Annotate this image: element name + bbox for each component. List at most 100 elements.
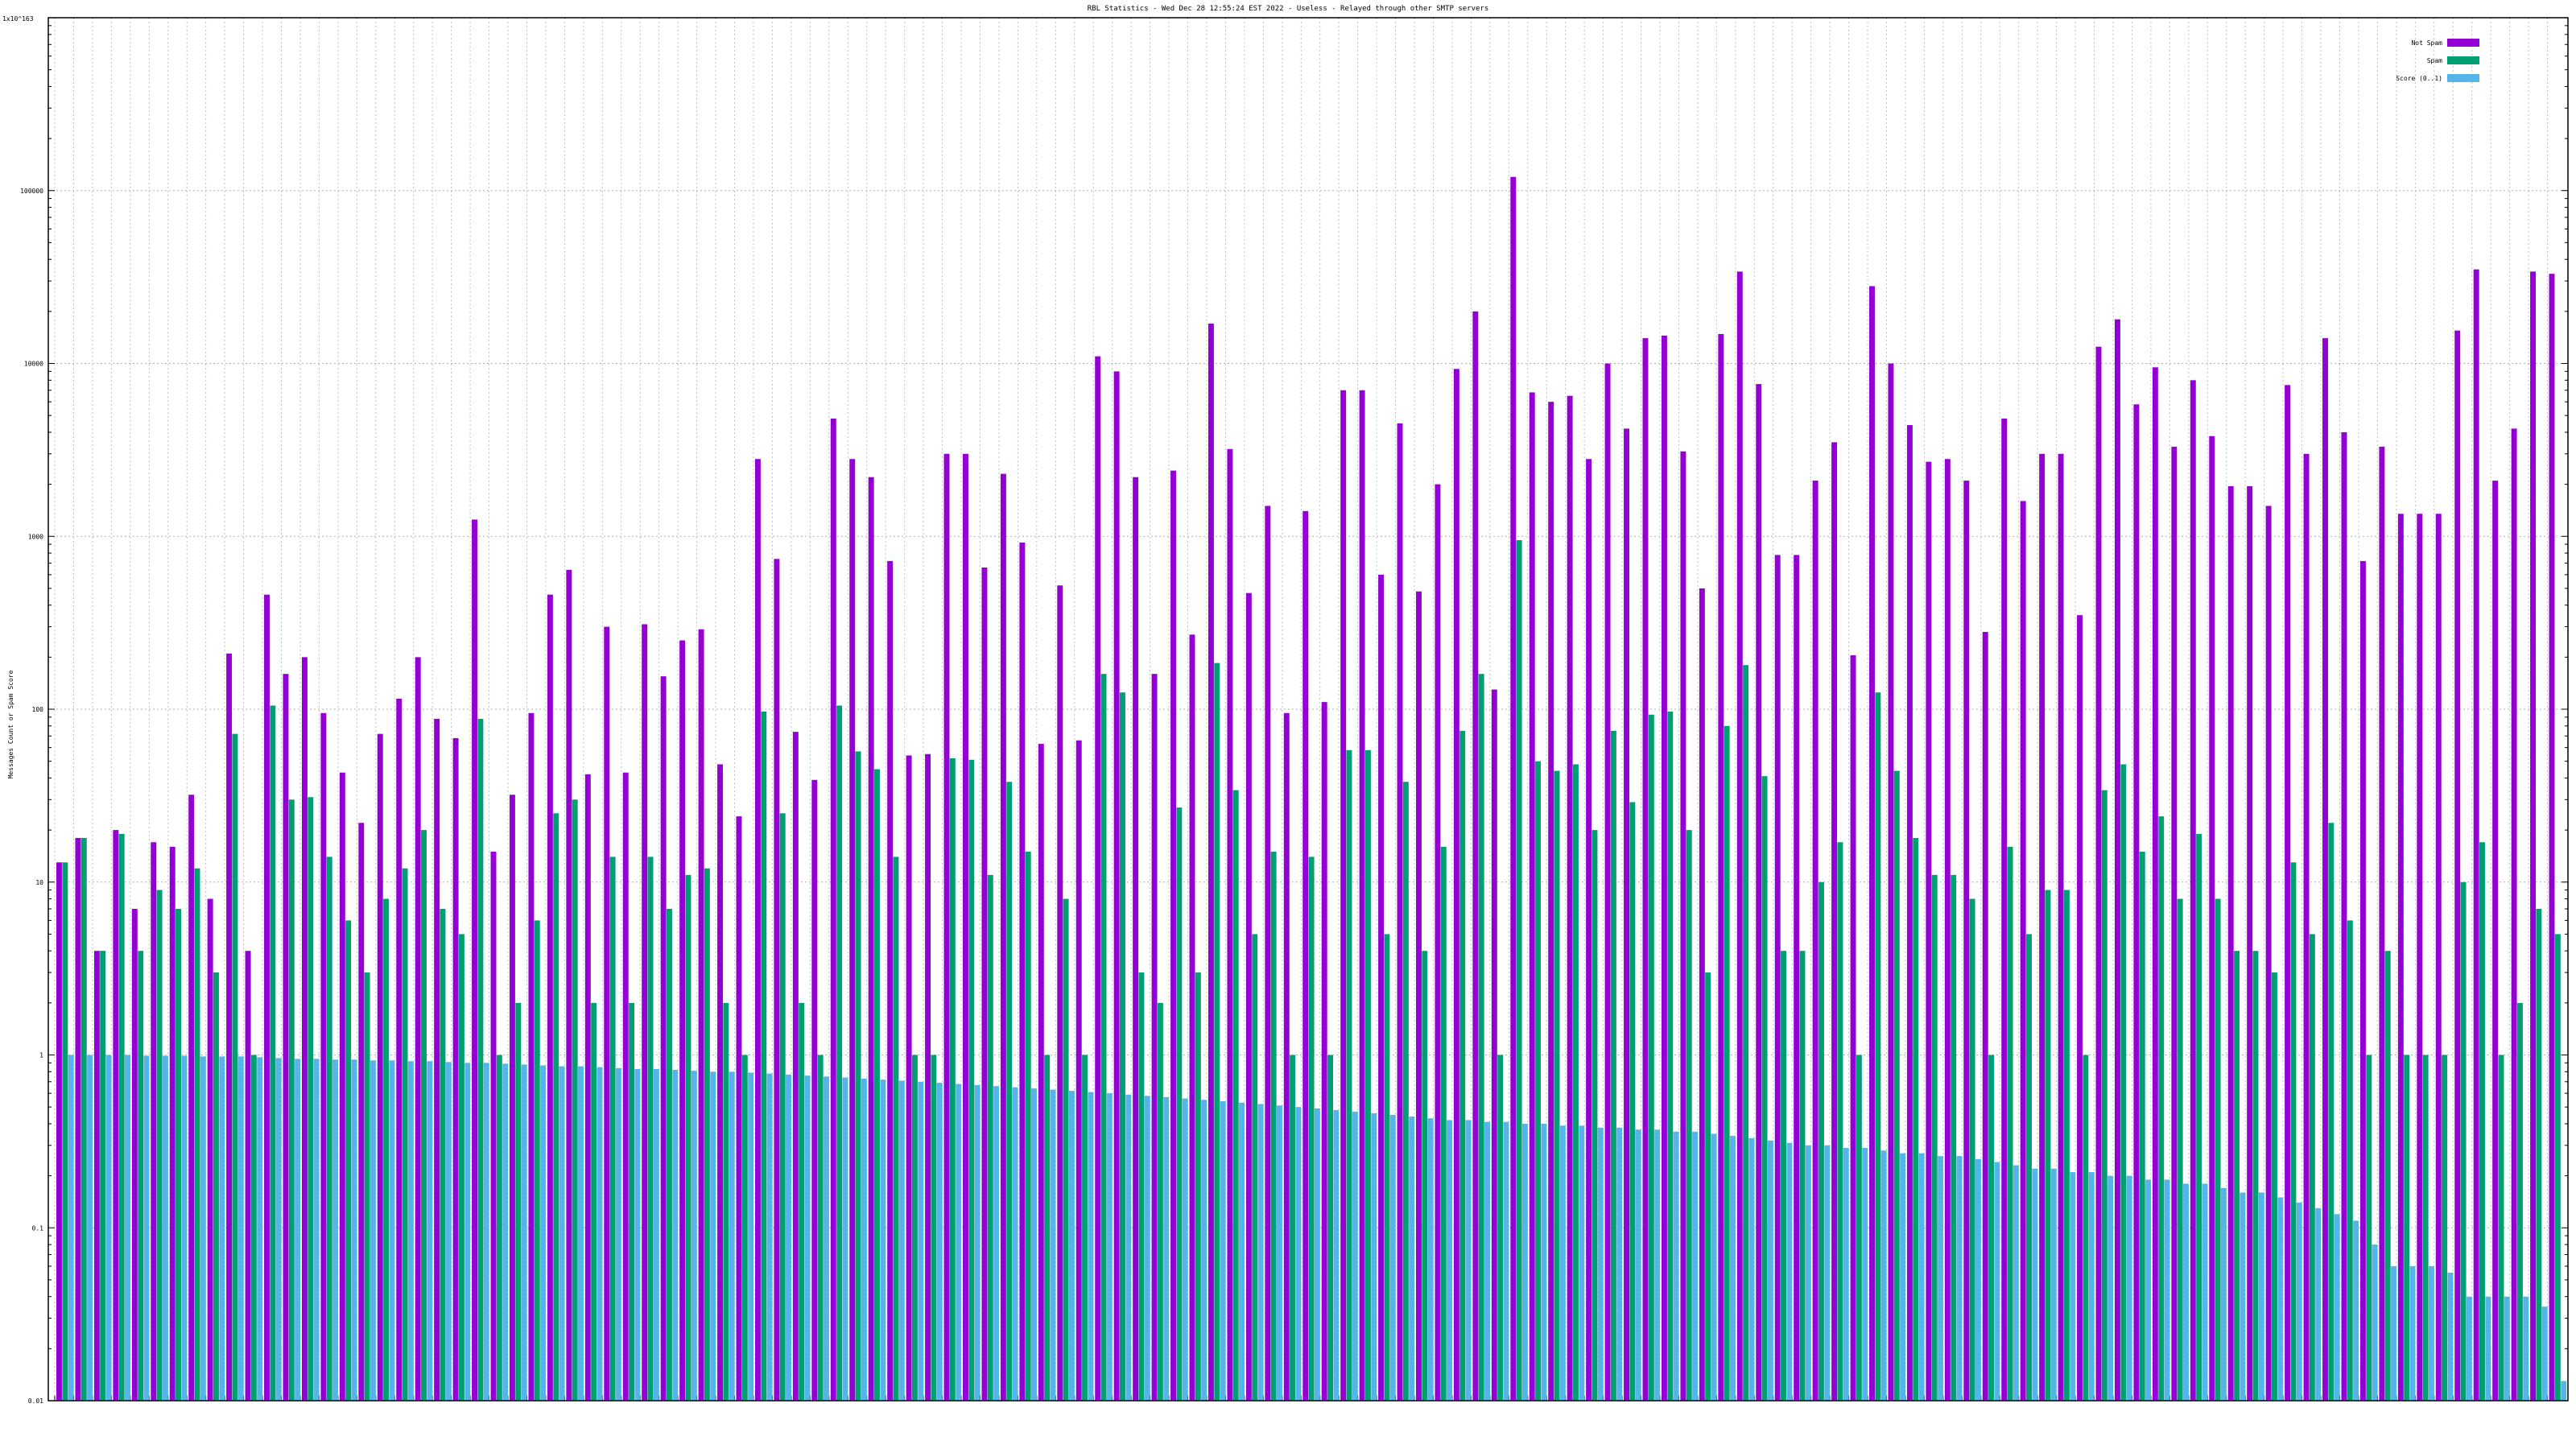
bar-score	[1956, 1156, 1963, 1401]
bar-spam	[2404, 1055, 2410, 1401]
bar-spam	[1402, 782, 1409, 1401]
bar-score	[332, 1059, 339, 1401]
bar-not-spam	[1133, 477, 1139, 1401]
bar-spam	[1818, 881, 1824, 1401]
bar-not-spam	[151, 842, 157, 1401]
bar-score	[1843, 1147, 1849, 1401]
bar-score	[2164, 1179, 2170, 1401]
bar-score	[1012, 1087, 1018, 1401]
bar-spam	[1705, 972, 1711, 1401]
bar-spam	[2479, 842, 2485, 1401]
bar-not-spam	[2454, 330, 2461, 1402]
bar-spam	[1591, 830, 1598, 1401]
bar-spam	[2252, 951, 2259, 1401]
y-tick-label: 100000	[20, 188, 43, 195]
bar-not-spam	[1982, 631, 1988, 1401]
bar-score	[1182, 1098, 1188, 1401]
bar-score	[2070, 1172, 2076, 1401]
bar-not-spam	[2530, 271, 2537, 1402]
plot-frame	[47, 17, 2569, 1402]
bar-score	[1389, 1114, 1396, 1401]
bar-not-spam	[452, 737, 459, 1401]
bar-score	[1371, 1113, 1377, 1401]
bar-score	[974, 1084, 980, 1401]
bar-spam	[911, 1055, 918, 1401]
legend-label-not-spam: Not Spam	[2411, 39, 2442, 47]
bar-score	[1088, 1092, 1094, 1401]
bar-not-spam	[604, 626, 610, 1401]
bar-spam	[2290, 862, 2297, 1401]
bar-spam	[817, 1055, 824, 1401]
bar-spam	[572, 799, 578, 1401]
bar-spam	[1573, 764, 1579, 1401]
bar-score	[786, 1074, 792, 1401]
bar-not-spam	[283, 674, 289, 1401]
bar-spam	[2083, 1055, 2089, 1401]
bar-score	[1805, 1145, 1811, 1401]
bar-not-spam	[339, 772, 345, 1401]
bar-score	[219, 1056, 225, 1401]
bar-not-spam	[1906, 425, 1913, 1401]
bar-score	[1465, 1120, 1472, 1401]
bar-score	[1579, 1125, 1585, 1401]
bar-spam	[1025, 851, 1031, 1401]
legend-swatch-score	[2447, 74, 2479, 82]
bar-spam	[609, 857, 616, 1401]
bar-not-spam	[2020, 501, 2026, 1401]
bar-spam	[591, 1002, 597, 1401]
bar-not-spam	[75, 837, 81, 1401]
bar-not-spam	[1510, 176, 1517, 1401]
bar-not-spam	[1095, 356, 1101, 1401]
bar-score	[257, 1057, 263, 1401]
bar-not-spam	[2265, 506, 2272, 1402]
bar-score	[1409, 1117, 1415, 1401]
bar-spam	[836, 705, 843, 1401]
bar-score	[559, 1066, 565, 1401]
bar-spam	[723, 1002, 729, 1401]
bar-spam	[2347, 920, 2353, 1401]
bar-not-spam	[943, 453, 950, 1401]
bar-score	[2126, 1175, 2132, 1401]
bar-not-spam	[301, 657, 308, 1401]
y-tick-label: 10	[35, 879, 43, 886]
bar-spam	[2460, 881, 2467, 1401]
bar-score	[1938, 1156, 1943, 1401]
bar-score	[1862, 1147, 1868, 1401]
bar-score	[2013, 1165, 2019, 1401]
bar-spam	[704, 868, 710, 1401]
bar-not-spam	[584, 774, 591, 1401]
bar-spam	[553, 813, 559, 1401]
y-axis-label: Messages Count or Spam Score	[7, 670, 14, 778]
bar-spam	[1082, 1055, 1088, 1401]
bar-not-spam	[1774, 555, 1781, 1402]
bar-score	[445, 1062, 452, 1401]
bar-spam	[1497, 1055, 1504, 1401]
bar-spam	[1781, 951, 1786, 1401]
bar-score	[1597, 1127, 1604, 1401]
bar-score	[898, 1080, 905, 1401]
bar-not-spam	[2435, 514, 2442, 1402]
bar-score	[1503, 1121, 1509, 1401]
bar-not-spam	[169, 846, 175, 1401]
bar-spam	[1761, 776, 1768, 1401]
bar-not-spam	[1680, 451, 1686, 1401]
bar-not-spam	[1944, 459, 1951, 1401]
bar-score	[1144, 1096, 1150, 1401]
bar-spam	[100, 951, 106, 1401]
bar-not-spam	[93, 951, 100, 1401]
bar-not-spam	[1888, 363, 1894, 1401]
bar-not-spam	[1963, 481, 1970, 1401]
bar-not-spam	[906, 755, 912, 1401]
bar-not-spam	[2058, 453, 2064, 1401]
bar-spam	[1157, 1002, 1163, 1401]
bar-not-spam	[113, 830, 119, 1401]
bar-not-spam	[1661, 335, 1667, 1402]
bar-spam	[175, 909, 182, 1401]
bar-not-spam	[679, 640, 686, 1401]
bar-not-spam	[1057, 585, 1063, 1401]
bar-spam	[402, 868, 408, 1401]
bar-not-spam	[1113, 371, 1120, 1401]
bar-not-spam	[2209, 436, 2215, 1401]
bar-score	[1427, 1118, 1434, 1401]
bar-score	[993, 1086, 1000, 1401]
